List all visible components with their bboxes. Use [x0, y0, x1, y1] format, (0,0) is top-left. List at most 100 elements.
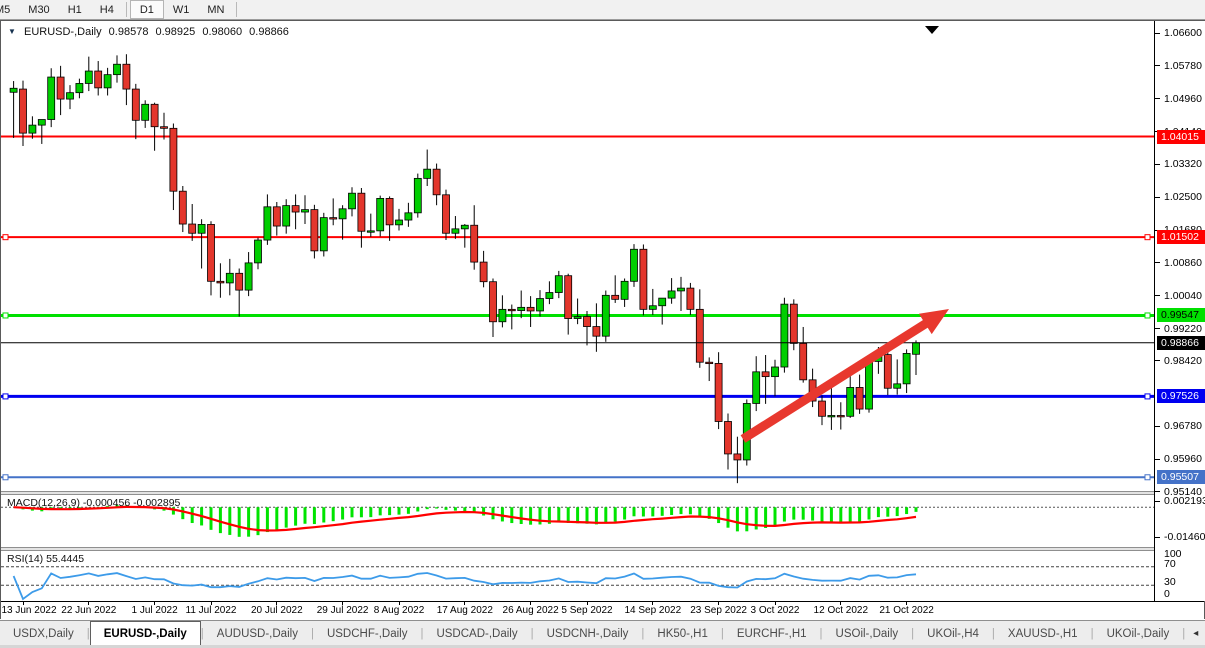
date-tick-mark: [530, 602, 531, 605]
rsi-axis-label: 0: [1164, 588, 1170, 600]
macd-signal-line: [13, 505, 917, 532]
chart-window[interactable]: ▼ EURUSD-,Daily 0.98578 0.98925 0.98060 …: [0, 20, 1205, 620]
date-label: 13 Jun 2022: [1, 605, 57, 616]
trend-arrow[interactable]: [740, 309, 949, 443]
macd-panel[interactable]: [1, 495, 1154, 547]
price-badge-0-97526: 0.97526: [1157, 389, 1205, 404]
tab-ukoil-h4[interactable]: UKOil-,H4: [927, 627, 979, 640]
bid-price-badge: 0.98866: [1157, 335, 1205, 350]
timeframe-button-m5[interactable]: M5: [0, 3, 11, 16]
date-axis[interactable]: 13 Jun 2022 22 Jun 2022 1 Jul 2022 11 Jul 2…: [1, 601, 1204, 620]
hline-0-95507[interactable]: [1, 474, 1154, 481]
chart-title: ▼ EURUSD-,Daily 0.98578 0.98925 0.98060 …: [8, 26, 293, 38]
rsi-panel[interactable]: [1, 551, 1154, 601]
tab-divider: |: [200, 627, 204, 640]
date-label: 17 Aug 2022: [436, 605, 493, 616]
timeframe-button-h4[interactable]: H4: [99, 3, 114, 16]
price-tick-label: 1.00860: [1164, 256, 1202, 269]
price-tick-mark: [1155, 197, 1160, 198]
price-tick-mark: [1155, 33, 1160, 34]
date-tick-mark: [587, 602, 588, 605]
price-badge-0-95507: 0.95507: [1157, 470, 1205, 485]
price-tick-mark: [1155, 164, 1160, 165]
timeframe-button-m30[interactable]: M30: [28, 3, 50, 16]
price-tick-mark: [1155, 262, 1160, 263]
date-tick-mark: [775, 602, 776, 605]
tab-divider: |: [420, 627, 424, 640]
date-tick-mark: [906, 602, 907, 605]
date-tick-mark: [342, 602, 343, 605]
date-label: 1 Jul 2022: [131, 605, 178, 616]
tab-eurchf-h1[interactable]: EURCHF-,H1: [736, 627, 807, 640]
symbol-tab-bar: USDX,Daily | EURUSD-,Daily | AUDUSD-,Daily | U…: [0, 620, 1205, 646]
timeframe-button-mn[interactable]: MN: [207, 3, 225, 16]
price-badge-0-99547: 0.99547: [1157, 308, 1205, 323]
tab-divider: |: [641, 627, 645, 640]
toolbar-separator: [236, 2, 238, 17]
date-tick-mark: [718, 602, 719, 605]
tab-xauusd-h1[interactable]: XAUUSD-,H1: [1007, 627, 1078, 640]
date-tick-mark: [88, 602, 89, 605]
tab-usdcnh-daily[interactable]: USDCNH-,Daily: [546, 627, 629, 640]
panel-splitter[interactable]: [1, 547, 1204, 551]
price-axis[interactable]: 1.066001.057801.049601.041401.033201.025…: [1154, 21, 1205, 601]
tab-divider: |: [1090, 627, 1094, 640]
price-tick-label: 1.05780: [1164, 59, 1202, 72]
rsi-axis-label: 70: [1164, 558, 1176, 571]
date-label: 21 Oct 2022: [879, 605, 934, 616]
price-tick-mark: [1155, 65, 1160, 66]
panel-splitter[interactable]: [1, 491, 1204, 495]
date-tick-mark: [23, 602, 24, 605]
date-label: 8 Aug 2022: [373, 605, 425, 616]
price-tick-label: 1.00040: [1164, 289, 1202, 302]
tab-eurusd-daily[interactable]: EURUSD-,Daily: [89, 621, 201, 646]
timeframe-toolbar: M5 M30 H1 H4 D1 W1 MN: [0, 0, 1205, 20]
macd-axis-label: 0.002193: [1164, 495, 1205, 507]
date-tick-mark: [399, 602, 400, 605]
date-label: 11 Jul 2022: [185, 605, 237, 616]
tab-usdx-daily[interactable]: USDX,Daily: [13, 627, 74, 640]
hline-0-97526[interactable]: [1, 393, 1154, 400]
date-label: 20 Jul 2022: [250, 605, 303, 616]
price-tick-label: 0.95140: [1164, 485, 1202, 498]
price-tick-label: 0.99220: [1164, 322, 1202, 335]
title-close: 0.98866: [249, 26, 289, 38]
rsi-axis-label: 30: [1164, 575, 1176, 588]
price-tick-mark: [1155, 328, 1160, 329]
tab-divider: |: [819, 627, 823, 640]
bottom-strip: [0, 645, 1205, 648]
tab-audusd-daily[interactable]: AUDUSD-,Daily: [216, 627, 298, 640]
symbol-dropdown-icon[interactable]: ▼: [8, 27, 16, 36]
date-label: 26 Aug 2022: [502, 605, 559, 616]
main-price-chart[interactable]: [1, 21, 1154, 491]
tab-usdchf-daily[interactable]: USDCHF-,Daily: [326, 627, 408, 640]
tab-scroll-left-icon[interactable]: ◂: [1193, 628, 1199, 639]
tab-ukoil-daily[interactable]: UKOil-,Daily: [1106, 627, 1170, 640]
price-tick-mark: [1155, 426, 1160, 427]
hline-1-01502[interactable]: [1, 234, 1154, 241]
price-badge-1-01502: 1.01502: [1157, 230, 1205, 245]
tab-hk50-h1[interactable]: HK50-,H1: [657, 627, 708, 640]
price-tick-mark: [1155, 459, 1160, 460]
price-tick-mark: [1155, 537, 1160, 538]
tab-divider: |: [530, 627, 534, 640]
shift-end-marker-icon[interactable]: [925, 26, 939, 34]
date-label: 14 Sep 2022: [624, 605, 682, 616]
price-tick-label: 1.04960: [1164, 92, 1202, 105]
price-tick-mark: [1155, 360, 1160, 361]
tab-divider: |: [911, 627, 915, 640]
timeframe-button-w1[interactable]: W1: [172, 3, 190, 16]
price-tick-label: 1.03320: [1164, 158, 1202, 171]
date-tick-mark: [154, 602, 155, 605]
rsi-axis-label: 100: [1164, 548, 1182, 560]
timeframe-button-d1[interactable]: D1: [129, 0, 164, 19]
tab-usdcad-daily[interactable]: USDCAD-,Daily: [436, 627, 518, 640]
price-tick-mark: [1155, 295, 1160, 296]
macd-label: MACD(12,26,9) -0.000456 -0.002895: [7, 497, 181, 509]
tab-usoil-daily[interactable]: USOil-,Daily: [835, 627, 899, 640]
date-label: 5 Sep 2022: [561, 605, 613, 616]
timeframe-button-h1[interactable]: H1: [67, 3, 82, 16]
price-tick-label: 0.98420: [1164, 354, 1202, 367]
toolbar-separator: [125, 2, 127, 17]
